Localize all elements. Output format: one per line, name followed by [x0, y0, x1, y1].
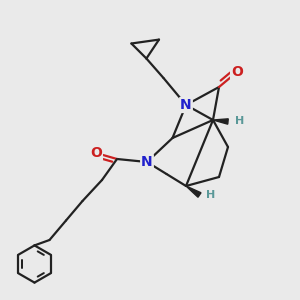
Polygon shape [186, 186, 201, 197]
Text: H: H [235, 116, 244, 127]
Text: O: O [231, 65, 243, 79]
Polygon shape [213, 119, 228, 124]
Text: O: O [90, 146, 102, 160]
Text: N: N [141, 155, 153, 169]
Text: N: N [180, 98, 192, 112]
Text: H: H [206, 190, 215, 200]
